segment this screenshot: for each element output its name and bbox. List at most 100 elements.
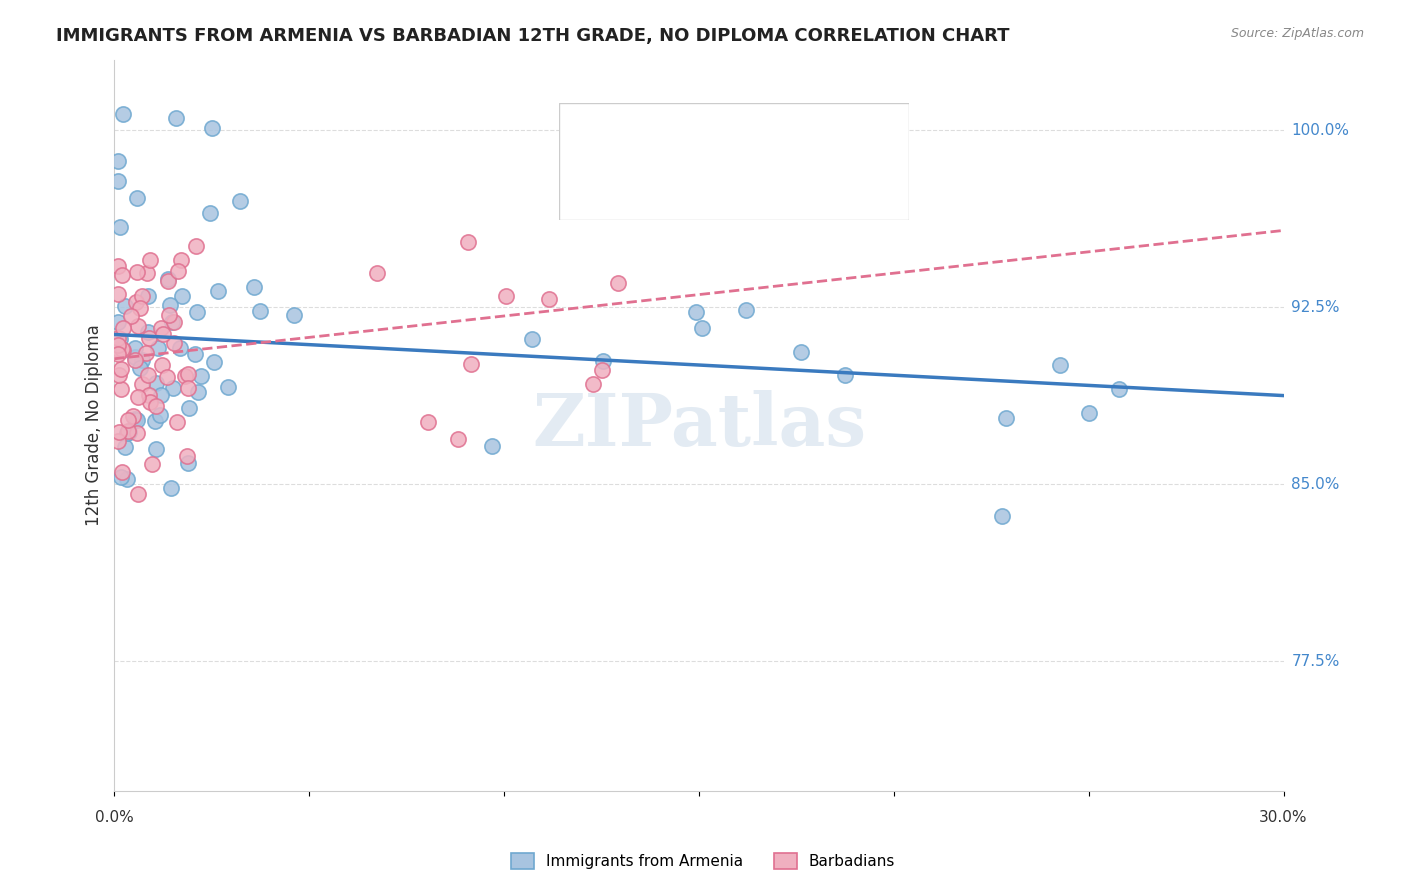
Point [138, 289, 160, 303]
Point [152, 327, 174, 342]
Point [162, 335, 184, 350]
Point [186, 239, 208, 253]
Point [111, 343, 134, 358]
Point [112, 107, 135, 121]
Point [156, 274, 179, 288]
Text: 30.0%: 30.0% [1260, 810, 1308, 824]
Point [169, 341, 191, 355]
Point [131, 352, 153, 367]
Point [538, 292, 561, 306]
Point [124, 411, 146, 425]
Point [149, 320, 172, 334]
Point [187, 384, 209, 399]
Point [107, 259, 129, 273]
Point [156, 369, 179, 384]
Point [1077, 406, 1099, 420]
Point [592, 354, 614, 368]
Point [139, 395, 162, 409]
Point [127, 390, 149, 404]
Point [139, 252, 162, 267]
Point [160, 315, 183, 329]
Point [110, 361, 132, 376]
Point [522, 332, 544, 346]
Point [131, 376, 153, 391]
Point [283, 308, 305, 322]
Point [184, 346, 207, 360]
Point [118, 425, 141, 439]
Point [114, 299, 136, 313]
Point [162, 381, 184, 395]
Point [447, 432, 470, 446]
Point [735, 303, 758, 318]
Point [117, 425, 139, 439]
Point [107, 347, 129, 361]
Point [152, 358, 174, 372]
Point [582, 376, 605, 391]
Point [129, 301, 152, 315]
Point [107, 174, 129, 188]
Point [112, 321, 135, 335]
Point [994, 411, 1017, 425]
Point [111, 343, 134, 357]
Point [135, 266, 157, 280]
Point [1049, 358, 1071, 372]
Point [207, 284, 229, 298]
Point [128, 360, 150, 375]
Point [177, 457, 200, 471]
Point [125, 294, 148, 309]
Point [114, 440, 136, 454]
Point [159, 298, 181, 312]
Point [146, 341, 169, 355]
Point [110, 465, 132, 479]
Point [495, 289, 517, 303]
Point [127, 413, 149, 427]
Text: 0.0%: 0.0% [96, 810, 134, 824]
Point [107, 286, 129, 301]
Point [217, 379, 239, 393]
Point [606, 277, 628, 291]
Legend: Immigrants from Armenia, Barbadians: Immigrants from Armenia, Barbadians [505, 847, 901, 875]
Point [174, 369, 197, 384]
Point [124, 353, 146, 368]
Point [124, 351, 146, 365]
Y-axis label: 12th Grade, No Diploma: 12th Grade, No Diploma [86, 325, 103, 526]
Point [198, 206, 221, 220]
Point [138, 388, 160, 402]
Point [457, 235, 479, 249]
Point [108, 332, 131, 346]
Point [149, 408, 172, 422]
Text: 77.5%: 77.5% [1291, 654, 1340, 668]
Point [481, 439, 503, 453]
Point [107, 331, 129, 345]
Point [122, 409, 145, 423]
Point [190, 369, 212, 384]
Point [143, 414, 166, 428]
Text: 85.0%: 85.0% [1291, 476, 1340, 491]
Point [125, 191, 148, 205]
Point [249, 304, 271, 318]
Point [229, 194, 252, 208]
Point [141, 457, 163, 471]
Point [107, 368, 129, 383]
Point [108, 219, 131, 234]
Point [176, 449, 198, 463]
Point [201, 121, 224, 136]
Point [1108, 382, 1130, 396]
Point [136, 326, 159, 340]
Text: 92.5%: 92.5% [1291, 300, 1340, 315]
Point [591, 363, 613, 377]
Point [107, 315, 129, 329]
Point [186, 305, 208, 319]
Text: Source: ZipAtlas.com: Source: ZipAtlas.com [1230, 27, 1364, 40]
Point [834, 368, 856, 383]
Point [177, 367, 200, 381]
Point [366, 266, 388, 280]
Text: IMMIGRANTS FROM ARMENIA VS BARBADIAN 12TH GRADE, NO DIPLOMA CORRELATION CHART: IMMIGRANTS FROM ARMENIA VS BARBADIAN 12T… [56, 27, 1010, 45]
Point [124, 341, 146, 355]
Point [138, 330, 160, 344]
Point [243, 280, 266, 294]
Point [110, 470, 132, 484]
Point [108, 425, 131, 439]
Point [170, 252, 193, 267]
Point [107, 337, 129, 351]
